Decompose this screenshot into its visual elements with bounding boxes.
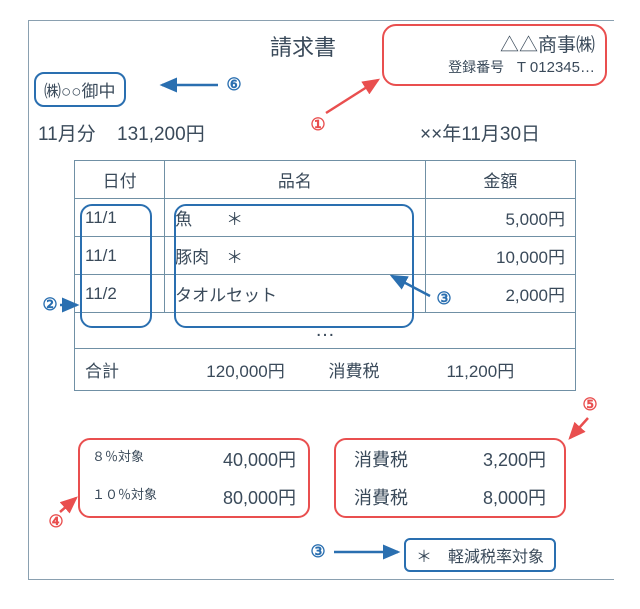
registration-number: T 012345… xyxy=(517,59,595,76)
issue-date: ××年11月30日 xyxy=(420,119,540,146)
table-row: 11/1 魚 ＊ 5,000円 xyxy=(75,199,576,237)
period-total: 131,200円 xyxy=(117,124,205,145)
period-line: 11月分 131,200円 xyxy=(38,119,205,146)
registration-label: 登録番号 xyxy=(448,57,504,77)
cell-date: 11/2 xyxy=(75,275,165,313)
ellipsis-row: … xyxy=(75,313,576,349)
ellipsis: … xyxy=(75,313,576,349)
tax-rate-value: 40,000円 xyxy=(223,446,296,472)
callout-2: ② xyxy=(38,293,62,317)
table-row: 11/1 豚肉 ＊ 10,000円 xyxy=(75,237,576,275)
tax-amount-value: 8,000円 xyxy=(483,484,546,510)
tax-rate-value: 80,000円 xyxy=(223,484,296,510)
cell-item: タオルセット xyxy=(165,275,426,313)
tax-amount-value: 3,200円 xyxy=(483,446,546,472)
header-amount: 金額 xyxy=(425,161,575,199)
cell-item: 魚 ＊ xyxy=(165,199,426,237)
sum-value: 120,000円 xyxy=(145,357,285,382)
cell-amount: 5,000円 xyxy=(425,199,575,237)
callout-3b: ③ xyxy=(306,540,330,564)
callout-5: ⑤ xyxy=(578,393,602,417)
invoice-title: 請求書 xyxy=(270,30,336,62)
tax-rate-label: １０％対象 xyxy=(92,484,157,510)
reduced-rate-footnote: ＊ 軽減税率対象 xyxy=(404,538,556,572)
cell-date: 11/1 xyxy=(75,237,165,275)
invoice-table: 日付 品名 金額 11/1 魚 ＊ 5,000円 11/1 豚肉 ＊ 10,00… xyxy=(74,160,576,391)
callout-3a: ③ xyxy=(432,287,456,311)
tax-amount-label: 消費税 xyxy=(354,484,408,510)
tax-breakdown-left: ８％対象 40,000円 １０％対象 80,000円 xyxy=(78,438,310,518)
recipient-box: ㈱○○御中 xyxy=(34,72,126,107)
header-item: 品名 xyxy=(165,161,426,199)
cell-date: 11/1 xyxy=(75,199,165,237)
tax-breakdown-right: 消費税 3,200円 消費税 8,000円 xyxy=(334,438,566,518)
sender-name: △△商事㈱ xyxy=(394,30,595,57)
header-date: 日付 xyxy=(75,161,165,199)
tax-label: 消費税 xyxy=(289,357,379,382)
callout-6: ⑥ xyxy=(222,73,246,97)
callout-1: ① xyxy=(306,113,330,137)
sender-box: △△商事㈱ 登録番号 T 012345… xyxy=(382,24,607,86)
period-label: 11月分 xyxy=(38,124,96,145)
tax-rate-label: ８％対象 xyxy=(92,446,144,472)
tax-amount-label: 消費税 xyxy=(354,446,408,472)
tax-value: 11,200円 xyxy=(384,357,514,382)
cell-item: 豚肉 ＊ xyxy=(165,237,426,275)
table-row: 11/2 タオルセット 2,000円 xyxy=(75,275,576,313)
cell-amount: 10,000円 xyxy=(425,237,575,275)
sum-label: 合計 xyxy=(85,357,140,382)
callout-4: ④ xyxy=(44,510,68,534)
totals-row: 合計 120,000円 消費税 11,200円 xyxy=(75,349,576,391)
